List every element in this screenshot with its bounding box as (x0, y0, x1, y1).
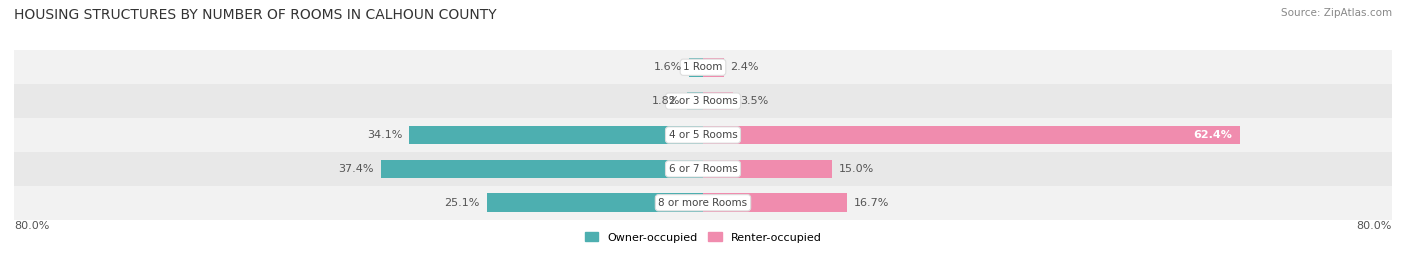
Bar (14, 152, 1392, 186)
Text: 62.4%: 62.4% (1192, 130, 1232, 140)
Bar (14, 186, 1392, 220)
Bar (703, 92, 733, 110)
Bar (703, 126, 1240, 144)
Text: 2 or 3 Rooms: 2 or 3 Rooms (669, 96, 737, 106)
Text: 3.5%: 3.5% (740, 96, 768, 106)
Bar (381, 160, 703, 178)
Legend: Owner-occupied, Renter-occupied: Owner-occupied, Renter-occupied (581, 228, 825, 247)
Text: 1.6%: 1.6% (654, 62, 682, 72)
Text: 37.4%: 37.4% (339, 164, 374, 174)
Bar (689, 58, 703, 77)
Text: 16.7%: 16.7% (853, 198, 889, 208)
Text: 8 or more Rooms: 8 or more Rooms (658, 198, 748, 208)
Bar (14, 50, 1392, 84)
Text: Source: ZipAtlas.com: Source: ZipAtlas.com (1281, 8, 1392, 18)
Text: 2.4%: 2.4% (731, 62, 759, 72)
Text: 4 or 5 Rooms: 4 or 5 Rooms (669, 130, 737, 140)
Bar (688, 92, 703, 110)
Text: 1 Room: 1 Room (683, 62, 723, 72)
Text: 6 or 7 Rooms: 6 or 7 Rooms (669, 164, 737, 174)
Text: 15.0%: 15.0% (839, 164, 875, 174)
Text: 80.0%: 80.0% (14, 221, 49, 231)
Text: 25.1%: 25.1% (444, 198, 479, 208)
Bar (703, 193, 846, 212)
Text: 80.0%: 80.0% (1357, 221, 1392, 231)
Bar (14, 118, 1392, 152)
Bar (409, 126, 703, 144)
Text: 1.8%: 1.8% (652, 96, 681, 106)
Bar (14, 84, 1392, 118)
Bar (486, 193, 703, 212)
Bar (703, 58, 724, 77)
Bar (703, 160, 832, 178)
Text: 34.1%: 34.1% (367, 130, 402, 140)
Text: HOUSING STRUCTURES BY NUMBER OF ROOMS IN CALHOUN COUNTY: HOUSING STRUCTURES BY NUMBER OF ROOMS IN… (14, 8, 496, 22)
